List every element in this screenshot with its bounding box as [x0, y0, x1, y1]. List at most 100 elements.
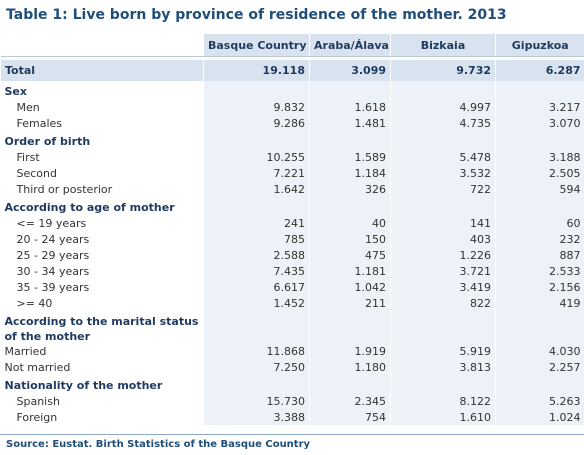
- table-cell: 1.642: [203, 181, 310, 197]
- table-cell: 1.226: [390, 247, 496, 263]
- section-heading: According to the marital status: [4, 314, 199, 328]
- table-title: Table 1: Live born by province of reside…: [6, 7, 507, 23]
- table-cell: 15.730: [203, 393, 310, 409]
- table-cell: 754: [309, 409, 391, 425]
- table-cell: 722: [390, 181, 496, 197]
- table-cell: 1.180: [309, 359, 391, 375]
- source-note: Source: Eustat. Birth Statistics of the …: [6, 439, 311, 450]
- row-label: 20 - 24 years: [16, 232, 90, 246]
- empty-cell: [495, 197, 584, 215]
- empty-cell: [390, 197, 496, 215]
- table-cell: 19.118: [203, 60, 310, 81]
- table-row: Married 11.868 1.919 5.919 4.030: [1, 343, 584, 359]
- empty-cell: [495, 329, 584, 343]
- table-cell: 3.188: [495, 149, 584, 165]
- empty-cell: [203, 131, 310, 149]
- table-cell: 1.618: [309, 99, 391, 115]
- table-cell: 4.735: [390, 115, 496, 131]
- empty-cell: [203, 81, 310, 99]
- table-cell: 1.181: [309, 263, 391, 279]
- table-row: Spanish 15.730 2.345 8.122 5.263: [1, 393, 584, 409]
- table-row: 20 - 24 years 785 150 403 232: [1, 231, 584, 247]
- empty-cell: [390, 311, 496, 329]
- row-label: Foreign: [16, 410, 58, 424]
- section-heading: Sex: [4, 84, 27, 98]
- row-label: Females: [16, 116, 63, 130]
- table-cell: 1.589: [309, 149, 391, 165]
- table-cell: 785: [203, 231, 310, 247]
- table-cell: 9.732: [390, 60, 496, 81]
- table-cell: 1.481: [309, 115, 391, 131]
- row-label: 25 - 29 years: [16, 248, 90, 262]
- table-row: <= 19 years 241 40 141 60: [1, 215, 584, 231]
- table-cell: 2.505: [495, 165, 584, 181]
- table-row: Foreign 3.388 754 1.610 1.024: [1, 409, 584, 425]
- table-cell: 7.435: [203, 263, 310, 279]
- section-heading: According to age of mother: [4, 200, 175, 214]
- table-cell: 5.919: [390, 343, 496, 359]
- table-row: Females 9.286 1.481 4.735 3.070: [1, 115, 584, 131]
- table-cell: 2.156: [495, 279, 584, 295]
- empty-cell: [203, 311, 310, 329]
- table-cell: 7.221: [203, 165, 310, 181]
- row-label: Married: [4, 344, 47, 358]
- table-row: >= 40 1.452 211 822 419: [1, 295, 584, 311]
- empty-cell: [390, 131, 496, 149]
- empty-cell: [309, 329, 391, 343]
- table-row: Second 7.221 1.184 3.532 2.505: [1, 165, 584, 181]
- section-heading: Nationality of the mother: [4, 378, 163, 392]
- empty-cell: [309, 197, 391, 215]
- table-row: First 10.255 1.589 5.478 3.188: [1, 149, 584, 165]
- table-row: 35 - 39 years 6.617 1.042 3.419 2.156: [1, 279, 584, 295]
- empty-cell: [309, 81, 391, 99]
- empty-cell: [495, 375, 584, 393]
- section-heading: Order of birth: [4, 134, 91, 148]
- table-cell: 326: [309, 181, 391, 197]
- table-cell: 475: [309, 247, 391, 263]
- row-label: Men: [16, 100, 40, 114]
- footer-divider: [0, 434, 584, 435]
- empty-cell: [309, 311, 391, 329]
- row-label: Third or posterior: [16, 182, 113, 196]
- column-header: Araba/Álava: [309, 34, 391, 57]
- row-label: First: [16, 150, 40, 164]
- empty-cell: [203, 329, 310, 343]
- table-cell: 3.721: [390, 263, 496, 279]
- table-cell: 887: [495, 247, 584, 263]
- column-header: Gipuzkoa: [495, 34, 584, 57]
- column-header: Basque Country: [203, 34, 310, 57]
- table-cell: 2.533: [495, 263, 584, 279]
- table-cell: 4.030: [495, 343, 584, 359]
- section-heading-row: According to the marital status: [1, 311, 584, 329]
- table-cell: 419: [495, 295, 584, 311]
- table-row: 30 - 34 years 7.435 1.181 3.721 2.533: [1, 263, 584, 279]
- table-cell: 11.868: [203, 343, 310, 359]
- table-cell: 5.478: [390, 149, 496, 165]
- table-cell: 1.919: [309, 343, 391, 359]
- row-label: 30 - 34 years: [16, 264, 90, 278]
- table-cell: 6.287: [495, 60, 584, 81]
- table-cell: 3.099: [309, 60, 391, 81]
- table-cell: 9.286: [203, 115, 310, 131]
- total-row: Total 19.118 3.099 9.732 6.287: [0, 60, 584, 81]
- empty-cell: [309, 131, 391, 149]
- table-row: 25 - 29 years 2.588 475 1.226 887: [1, 247, 584, 263]
- table-cell: 2.588: [203, 247, 310, 263]
- table-cell: 1.042: [309, 279, 391, 295]
- table-cell: 60: [495, 215, 584, 231]
- section-heading-row: of the mother: [1, 329, 584, 343]
- section-heading-row: Sex: [1, 81, 584, 99]
- empty-cell: [390, 81, 496, 99]
- row-label: Second: [16, 166, 57, 180]
- table-row: Third or posterior 1.642 326 722 594: [1, 181, 584, 197]
- empty-cell: [203, 197, 310, 215]
- table-cell: 3.217: [495, 99, 584, 115]
- table-cell: 8.122: [390, 393, 496, 409]
- table-row: Men 9.832 1.618 4.997 3.217: [1, 99, 584, 115]
- table-cell: 403: [390, 231, 496, 247]
- table-cell: 1.024: [495, 409, 584, 425]
- empty-cell: [495, 311, 584, 329]
- table-cell: 3.532: [390, 165, 496, 181]
- table-cell: 40: [309, 215, 391, 231]
- empty-cell: [495, 131, 584, 149]
